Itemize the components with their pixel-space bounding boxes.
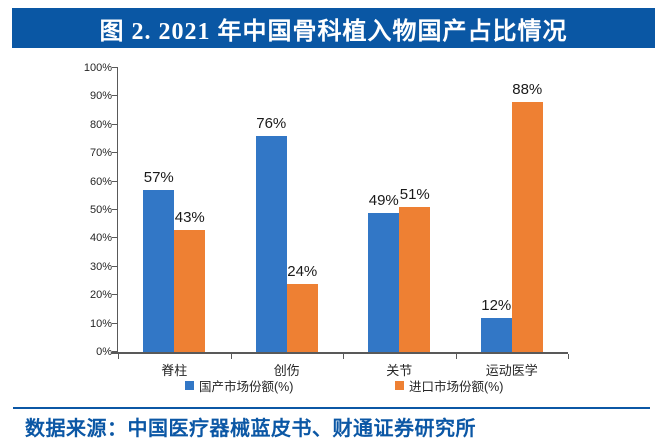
y-axis-tick [112, 95, 118, 97]
bar-value-label: 43% [174, 209, 205, 226]
y-axis-tick [112, 237, 118, 239]
y-axis-tick-label: 80% [89, 118, 112, 131]
y-axis-tick-label: 40% [89, 232, 112, 245]
bar-import [399, 207, 431, 352]
bar-domestic [480, 318, 512, 352]
bar-value-label: 49% [368, 192, 399, 209]
y-axis-tick [112, 123, 118, 125]
y-axis-tick [112, 180, 118, 182]
bar-domestic [368, 213, 400, 352]
bar-import [511, 102, 543, 352]
bar-value-label: 24% [287, 263, 318, 280]
y-axis-line [117, 68, 118, 352]
y-axis-tick [112, 209, 118, 210]
y-axis-tick-label: 60% [89, 175, 112, 188]
bar-value-label: 57% [143, 169, 174, 186]
bar-domestic [255, 136, 287, 352]
legend-label-domestic: 国产市场份额(%) [199, 380, 294, 394]
x-axis-tick [568, 354, 569, 359]
figure-title-bar: 图 2. 2021 年中国骨科植入物国产占比情况 [12, 8, 655, 48]
y-axis-tick-label: 0% [96, 346, 112, 358]
x-axis-tick [343, 354, 344, 359]
x-axis-category-label: 运动医学 [485, 363, 538, 378]
bar-value-label: 51% [399, 186, 430, 203]
figure-title: 图 2. 2021 年中国骨科植入物国产占比情况 [99, 18, 568, 45]
legend-label-import: 进口市场份额(%) [409, 380, 504, 394]
y-axis-tick [112, 351, 118, 352]
x-axis-tick [455, 354, 457, 359]
bar-value-label: 12% [481, 297, 512, 314]
x-axis-tick [230, 354, 232, 359]
x-axis-category-label: 创伤 [273, 363, 300, 378]
y-axis-tick [112, 265, 118, 267]
legend-swatch-domestic-icon [185, 381, 194, 390]
y-axis-tick-label: 90% [89, 90, 112, 103]
x-axis-tick [118, 354, 119, 359]
y-axis-tick-label: 50% [89, 204, 112, 216]
legend-swatch-import-icon [395, 381, 404, 390]
y-axis-tick-label: 70% [89, 147, 112, 160]
bar-domestic [143, 190, 175, 352]
data-source: 数据来源：中国医疗器械蓝皮书、财通证券研究所 [25, 418, 476, 440]
y-axis-tick [112, 152, 118, 154]
y-axis-tick [112, 67, 118, 68]
y-axis-tick-label: 10% [89, 317, 112, 330]
bar-value-label: 88% [512, 81, 543, 98]
y-axis-tick [112, 294, 118, 296]
source-divider [13, 407, 650, 409]
bar-import [286, 284, 318, 352]
legend-item-domestic: 国产市场份额(%) [185, 376, 293, 395]
y-axis-tick-label: 100% [83, 62, 112, 74]
chart-legend: 国产市场份额(%) 进口市场份额(%) [0, 376, 664, 394]
legend-item-import: 进口市场份额(%) [395, 376, 503, 395]
bar-import [174, 230, 206, 352]
x-axis-category-label: 脊柱 [161, 363, 188, 378]
y-axis-tick [112, 322, 118, 324]
x-axis-line [111, 352, 568, 354]
bar-value-label: 76% [256, 115, 287, 132]
y-axis-tick-label: 30% [89, 260, 112, 273]
y-axis-tick-label: 20% [89, 289, 112, 302]
x-axis-category-label: 关节 [386, 363, 413, 378]
